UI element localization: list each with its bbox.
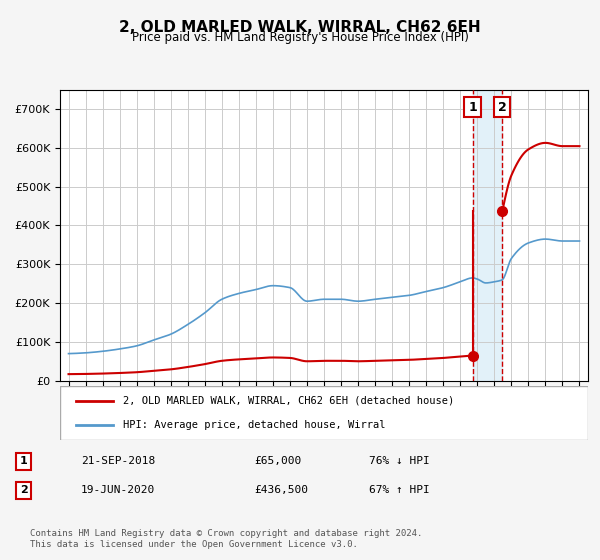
Text: Price paid vs. HM Land Registry's House Price Index (HPI): Price paid vs. HM Land Registry's House … bbox=[131, 31, 469, 44]
Text: 19-JUN-2020: 19-JUN-2020 bbox=[81, 486, 155, 495]
Text: 76% ↓ HPI: 76% ↓ HPI bbox=[369, 456, 430, 466]
Bar bbox=[473, 90, 502, 381]
Text: 2, OLD MARLED WALK, WIRRAL, CH62 6EH (detached house): 2, OLD MARLED WALK, WIRRAL, CH62 6EH (de… bbox=[124, 396, 455, 406]
Text: 2: 2 bbox=[20, 486, 28, 495]
FancyBboxPatch shape bbox=[60, 386, 588, 440]
Text: £65,000: £65,000 bbox=[254, 456, 301, 466]
Text: 1: 1 bbox=[20, 456, 28, 466]
Text: 2, OLD MARLED WALK, WIRRAL, CH62 6EH: 2, OLD MARLED WALK, WIRRAL, CH62 6EH bbox=[119, 20, 481, 35]
Text: 67% ↑ HPI: 67% ↑ HPI bbox=[369, 486, 430, 495]
Text: Contains HM Land Registry data © Crown copyright and database right 2024.
This d: Contains HM Land Registry data © Crown c… bbox=[30, 529, 422, 549]
Text: £436,500: £436,500 bbox=[254, 486, 308, 495]
Text: 1: 1 bbox=[468, 101, 477, 114]
Text: 2: 2 bbox=[498, 101, 506, 114]
Text: 21-SEP-2018: 21-SEP-2018 bbox=[81, 456, 155, 466]
Text: HPI: Average price, detached house, Wirral: HPI: Average price, detached house, Wirr… bbox=[124, 419, 386, 430]
